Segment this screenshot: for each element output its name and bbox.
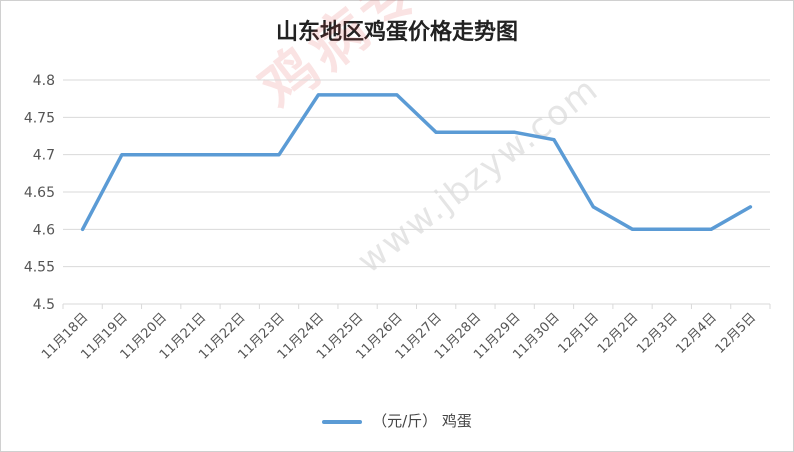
data-point	[552, 138, 556, 142]
chart-title: 山东地区鸡蛋价格走势图	[275, 19, 518, 45]
data-point	[709, 227, 713, 231]
data-point	[356, 93, 360, 97]
data-point	[631, 227, 635, 231]
data-point	[198, 153, 202, 157]
x-tick-label: 12月1日	[556, 310, 603, 357]
y-tick-label: 4.7	[33, 148, 55, 164]
legend: （元/斤） 鸡蛋	[0, 410, 794, 431]
data-point	[81, 227, 85, 231]
x-tick-label: 12月5日	[713, 310, 760, 357]
x-tick-label: 12月3日	[634, 310, 681, 357]
data-point	[395, 93, 399, 97]
data-point	[473, 130, 477, 134]
data-point	[670, 227, 674, 231]
data-point	[159, 153, 163, 157]
y-tick-label: 4.6	[33, 222, 55, 238]
x-tick-label: 12月4日	[673, 310, 720, 357]
data-point	[120, 153, 124, 157]
legend-label: （元/斤） 鸡蛋	[372, 412, 472, 430]
data-point	[277, 153, 281, 157]
data-point	[238, 153, 242, 157]
y-tick-label: 4.8	[33, 73, 55, 89]
data-point	[591, 205, 595, 209]
y-tick-label: 4.65	[24, 185, 55, 201]
y-tick-label: 4.5	[33, 297, 55, 313]
legend-line-swatch	[322, 419, 363, 424]
data-point	[748, 205, 752, 209]
data-point	[316, 93, 320, 97]
x-tick-label: 12月2日	[595, 310, 642, 357]
data-point	[434, 130, 438, 134]
series-line	[80, 93, 753, 232]
data-point	[513, 130, 517, 134]
y-tick-label: 4.55	[24, 260, 55, 276]
y-tick-label: 4.75	[24, 110, 55, 126]
